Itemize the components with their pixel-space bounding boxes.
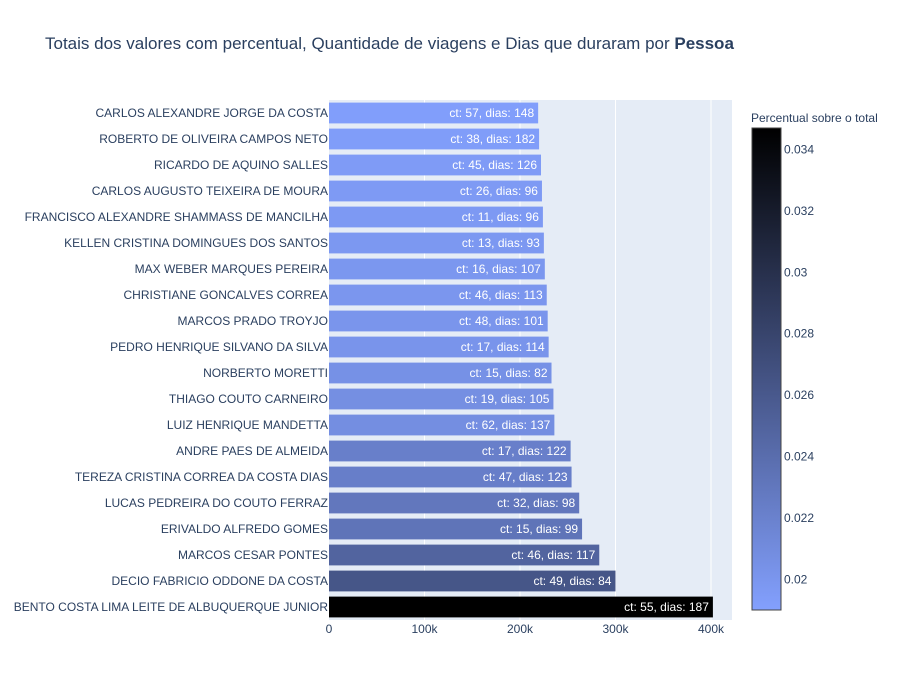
- bar[interactable]: [329, 544, 600, 566]
- bar-data-label: ct: 11, dias: 96: [462, 210, 539, 224]
- colorbar-tick-label: 0.03: [784, 265, 808, 279]
- bar-data-label: ct: 57, dias: 148: [449, 106, 534, 120]
- bar[interactable]: [329, 440, 571, 462]
- y-tick-label: CARLOS AUGUSTO TEIXEIRA DE MOURA: [92, 184, 328, 198]
- y-tick-label: ERIVALDO ALFREDO GOMES: [161, 522, 328, 536]
- bar[interactable]: [329, 336, 549, 358]
- bar-data-label: ct: 16, dias: 107: [456, 262, 541, 276]
- bar[interactable]: [329, 570, 616, 592]
- bar-data-label: ct: 46, dias: 113: [459, 288, 543, 302]
- y-tick-label: NORBERTO MORETTI: [203, 366, 328, 380]
- bars: ct: 57, dias: 148 ct: 38, dias: 182 ct: 45…: [329, 102, 713, 618]
- y-tick-label: BENTO COSTA LIMA LEITE DE ALBUQUERQUE JU…: [14, 600, 329, 614]
- bar-data-label: ct: 17, dias: 114: [461, 340, 545, 354]
- bar[interactable]: [329, 596, 713, 618]
- bar[interactable]: [329, 518, 583, 540]
- bar[interactable]: [329, 232, 544, 254]
- chart-title-text: Totais dos valores com percentual, Quant…: [45, 34, 675, 53]
- bar-data-label: ct: 19, dias: 105: [465, 392, 550, 406]
- bar[interactable]: [329, 258, 545, 280]
- bar-data-label: ct: 26, dias: 96: [460, 184, 538, 198]
- colorbar-tick-label: 0.032: [784, 204, 814, 218]
- bar-data-label: ct: 62, dias: 137: [466, 418, 551, 432]
- y-tick-label: MAX WEBER MARQUES PEREIRA: [135, 262, 328, 276]
- colorbar-title: Percentual sobre o total: [751, 111, 878, 125]
- x-tick-label: 100k: [411, 622, 438, 636]
- bar-data-label: ct: 46, dias: 117: [511, 548, 595, 562]
- x-tick-label: 300k: [602, 622, 629, 636]
- colorbar-tick-label: 0.024: [784, 449, 814, 463]
- y-tick-label: ANDRE PAES DE ALMEIDA: [176, 444, 328, 458]
- bar-data-label: ct: 49, dias: 84: [533, 574, 611, 588]
- colorbar-tick-label: 0.022: [784, 511, 814, 525]
- bar[interactable]: [329, 492, 580, 514]
- y-tick-label: DECIO FABRICIO ODDONE DA COSTA: [112, 574, 328, 588]
- y-tick-label: RICARDO DE AQUINO SALLES: [154, 158, 328, 172]
- bar-data-label: ct: 13, dias: 93: [462, 236, 540, 250]
- bar-data-label: ct: 38, dias: 182: [450, 132, 535, 146]
- y-tick-label: MARCOS PRADO TROYJO: [178, 314, 328, 328]
- bar-data-label: ct: 17, dias: 122: [482, 444, 567, 458]
- bar-data-label: ct: 15, dias: 99: [500, 522, 578, 536]
- y-tick-label: FRANCISCO ALEXANDRE SHAMMASS DE MANCILHA: [25, 210, 328, 224]
- colorbar-ticks: 0.02 0.022 0.024 0.026 0.028 0.03 0.032 0.034: [784, 142, 814, 586]
- y-tick-label: TEREZA CRISTINA CORREA DA COSTA DIAS: [75, 470, 328, 484]
- colorbar-tick-label: 0.028: [784, 327, 814, 341]
- colorbar-gradient: [751, 127, 782, 611]
- y-tick-label: LUCAS PEDREIRA DO COUTO FERRAZ: [105, 496, 328, 510]
- y-tick-label: ROBERTO DE OLIVEIRA CAMPOS NETO: [99, 132, 328, 146]
- y-tick-label: CHRISTIANE GONCALVES CORREA: [124, 288, 328, 302]
- y-axis-labels: CARLOS ALEXANDRE JORGE DA COSTA ROBERTO D…: [14, 106, 329, 614]
- bar[interactable]: [329, 466, 572, 488]
- bar[interactable]: [329, 154, 542, 176]
- y-tick-label: MARCOS CESAR PONTES: [178, 548, 328, 562]
- bar-data-label: ct: 32, dias: 98: [497, 496, 575, 510]
- x-tick-label: 200k: [507, 622, 534, 636]
- bar[interactable]: [329, 284, 547, 306]
- y-tick-label: PEDRO HENRIQUE SILVANO DA SILVA: [110, 340, 328, 354]
- x-axis-ticks: 0 100k 200k 300k 400k: [326, 622, 725, 636]
- y-tick-label: KELLEN CRISTINA DOMINGUES DOS SANTOS: [64, 236, 328, 250]
- y-tick-label: LUIZ HENRIQUE MANDETTA: [167, 418, 328, 432]
- y-tick-label: THIAGO COUTO CARNEIRO: [169, 392, 328, 406]
- x-tick-label: 400k: [698, 622, 725, 636]
- colorbar-tick-label: 0.034: [784, 142, 814, 156]
- bar-data-label: ct: 47, dias: 123: [483, 470, 568, 484]
- bar[interactable]: [329, 388, 554, 410]
- bar-data-label: ct: 48, dias: 101: [459, 314, 544, 328]
- chart-title-bold: Pessoa: [674, 34, 734, 53]
- colorbar-tick-label: 0.026: [784, 388, 814, 402]
- chart-title: Totais dos valores com percentual, Quant…: [45, 34, 734, 54]
- bar-data-label: ct: 45, dias: 126: [452, 158, 537, 172]
- plot-background: [329, 100, 732, 620]
- bar[interactable]: [329, 206, 543, 228]
- bar[interactable]: [329, 310, 548, 332]
- bar[interactable]: [329, 128, 540, 150]
- bar-data-label: ct: 55, dias: 187: [624, 600, 709, 614]
- bar[interactable]: [329, 102, 539, 124]
- colorbar-tick-label: 0.02: [784, 572, 808, 586]
- bar[interactable]: [329, 362, 552, 384]
- bar[interactable]: [329, 180, 542, 202]
- y-tick-label: CARLOS ALEXANDRE JORGE DA COSTA: [95, 106, 328, 120]
- x-tick-label: 0: [326, 622, 333, 636]
- bar[interactable]: [329, 414, 555, 436]
- bar-data-label: ct: 15, dias: 82: [469, 366, 547, 380]
- colorbar: Percentual sobre o total 0.020.0220.0240…: [751, 111, 878, 611]
